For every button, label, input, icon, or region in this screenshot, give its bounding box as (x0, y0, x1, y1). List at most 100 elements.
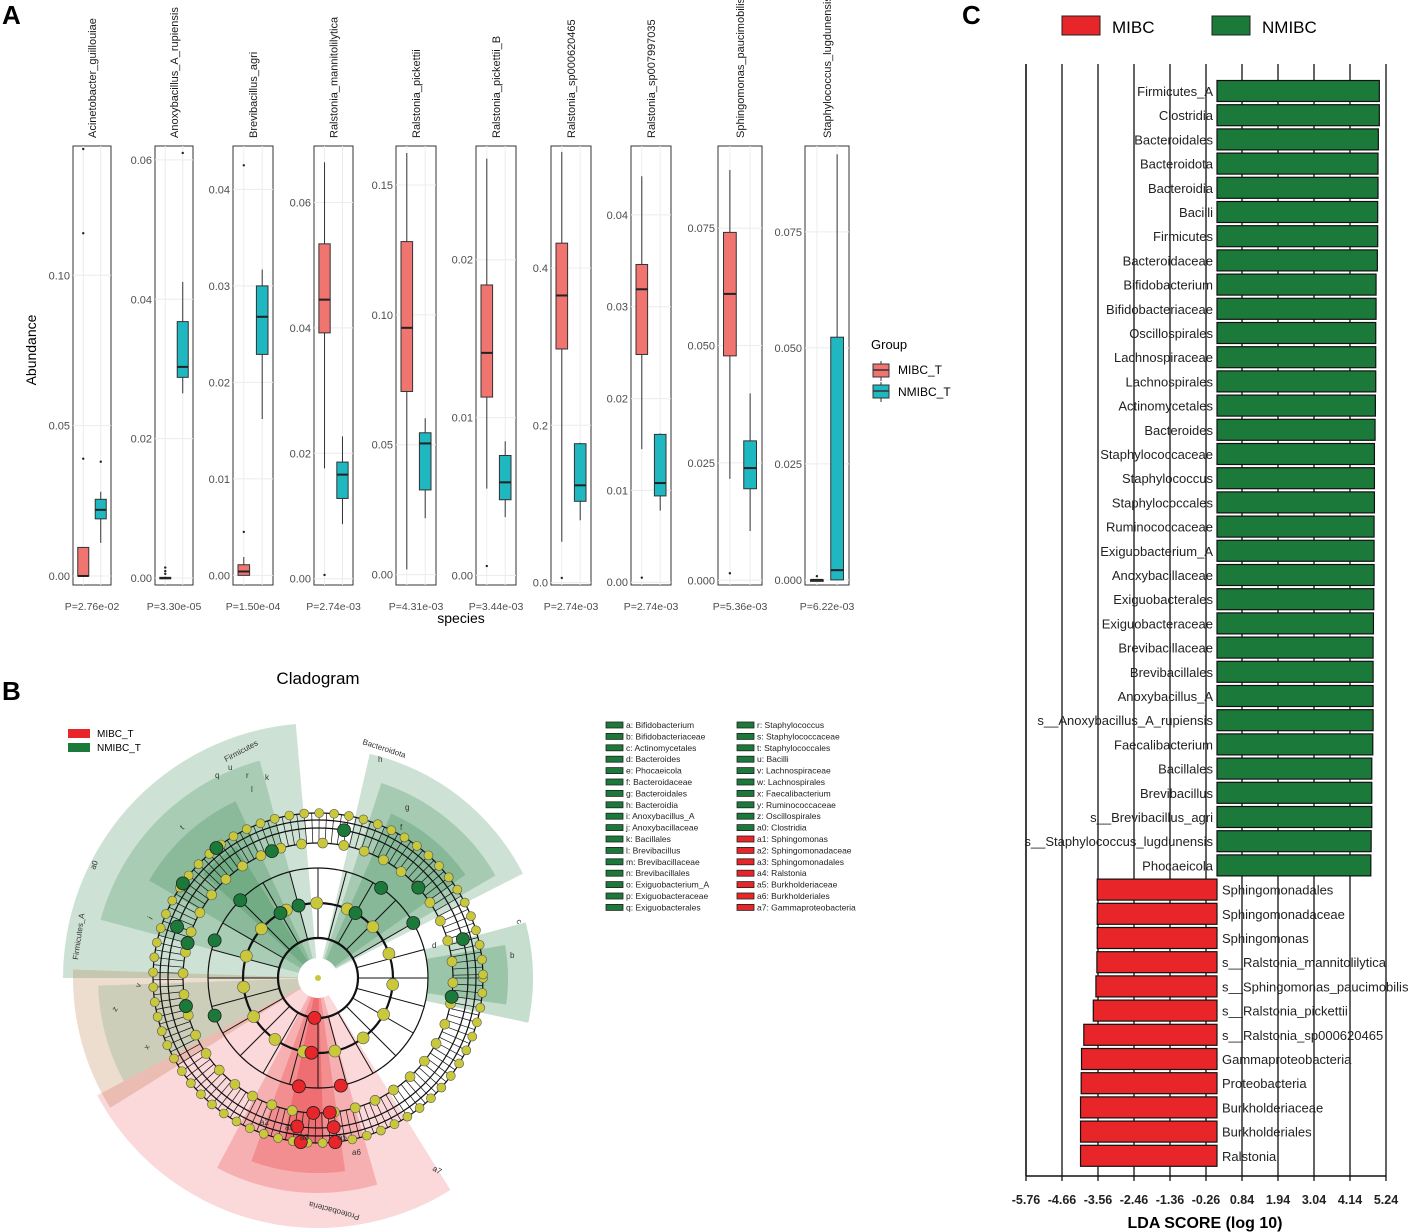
tree-spoke (164, 1026, 193, 1039)
a-legend-entry-nmibc: NMIBC_T (898, 385, 951, 399)
a-species-name: Ralstonia_sp007997035 (646, 19, 658, 138)
tree-spoke (452, 966, 483, 970)
tree-leaf-node (466, 911, 476, 921)
tree-leaf-node (149, 997, 160, 1007)
key-swatch (605, 755, 624, 763)
a-box-nmibc (573, 443, 587, 502)
tree-sig-node-green (207, 1008, 222, 1023)
key-swatch (605, 835, 624, 843)
a-ytick-label: 0.04 (607, 210, 628, 222)
tree-mid-node (296, 838, 307, 850)
key-swatch (736, 881, 755, 888)
tree-mid-node (338, 840, 350, 851)
clade-label: c (514, 918, 524, 926)
key-entry: a: Bifidobacterium (626, 720, 694, 730)
tree-spoke (203, 858, 225, 881)
tree-branch (262, 1012, 299, 1074)
a-ytick-label: 0.2 (533, 420, 548, 432)
a-outlier-mibc (485, 564, 488, 568)
tree-leaf-node (446, 1071, 456, 1081)
c-bar (1216, 854, 1372, 877)
a-ytick-label: 0.02 (607, 394, 628, 406)
panel-a-label: A (2, 0, 21, 30)
tree-inner-node (377, 1008, 390, 1021)
c-bar (1216, 273, 1377, 296)
a-pvalue: P=4.31e-03 (389, 601, 444, 613)
a-box-nmibc (255, 285, 269, 355)
c-tick-label: 0.84 (1230, 1193, 1254, 1207)
c-bar (1216, 152, 1379, 175)
tree-spoke (223, 1088, 242, 1114)
c-bar-label: Brevibacillus (1140, 786, 1213, 801)
tree-inner-node (386, 978, 400, 991)
c-bar (1216, 563, 1375, 587)
tree-leaf-node (167, 895, 178, 906)
tree-spoke (277, 1108, 286, 1139)
c-bar-label: Faecalibacterium (1114, 737, 1213, 752)
a-facet-4: 0.00 0.05 0.10 0.15 Ralstonia_pickettii P=4.3… (372, 49, 444, 613)
tree-mid-node (213, 1064, 225, 1076)
c-bar-label: Actinomycetales (1118, 399, 1213, 414)
c-tick-label: -2.46 (1120, 1193, 1149, 1207)
key-entry: g: Bacteroidales (626, 788, 687, 798)
c-bar (1216, 418, 1376, 441)
tree-spoke (289, 815, 295, 846)
tree-spoke (281, 816, 289, 847)
tree-leaf-node (162, 1040, 173, 1050)
tree-spoke (452, 974, 483, 976)
a-box-mibc (635, 263, 649, 355)
a-pvalue: P=2.76e-02 (65, 601, 120, 613)
tree-spoke (443, 915, 472, 928)
c-bar (1092, 999, 1218, 1022)
tree-inner-node (356, 1031, 370, 1045)
c-bar (1096, 926, 1218, 950)
a-facet-7: 0.00 0.01 0.02 0.03 0.04 Ralstonia_sp00799703… (607, 19, 679, 613)
tree-mid-node (194, 907, 206, 918)
c-bar (1096, 902, 1218, 925)
a-ytick-label: 0.4 (533, 263, 548, 275)
c-bar-label: Sphingomonadales (1222, 883, 1334, 898)
c-bar-label: Bacteroidia (1148, 181, 1214, 196)
key-entry: h: Bacteroidia (626, 800, 678, 810)
a-ytick-label: 0.02 (290, 448, 311, 460)
tree-spoke (153, 964, 184, 968)
tree-leaf-node (434, 861, 444, 871)
tree-mid-node (200, 1048, 212, 1059)
tree-sig-node-red (328, 1135, 343, 1149)
tree-leaf-node (284, 810, 295, 821)
a-ytick-label: 0.05 (372, 440, 393, 452)
tree-spoke (398, 845, 418, 871)
a-ytick-label: 0.00 (49, 571, 70, 583)
tree-spoke (167, 1032, 195, 1046)
key-swatch (736, 755, 755, 763)
key-swatch (605, 892, 624, 900)
tree-leaf-node (152, 1011, 163, 1022)
a-ytick-label: 0.000 (687, 575, 715, 587)
c-bar-label: Lachnospirales (1126, 374, 1214, 389)
a-species-name: Ralstonia_pickettii_B (491, 36, 503, 138)
c-bar (1079, 1144, 1218, 1167)
tree-spoke (206, 1077, 227, 1100)
tree-spoke (412, 860, 435, 883)
tree-leaf-node (157, 1026, 167, 1036)
a-outlier-mibc (728, 572, 732, 575)
tree-spoke (445, 922, 474, 934)
a-ytick-label: 0.050 (774, 343, 802, 355)
tree-leaf-node (329, 808, 339, 819)
c-legend-swatch-mibc (1061, 15, 1101, 36)
tree-mid-node (446, 956, 458, 967)
tree-sig-node-red (326, 1120, 341, 1135)
c-bar-label: Clostridia (1159, 108, 1214, 123)
tree-leaf-node (414, 1103, 425, 1113)
key-entry: f: Bacteroidaceae (626, 777, 692, 787)
key-entry: w: Lachnospirales (756, 777, 825, 787)
c-legend-swatch-nmibc (1211, 15, 1251, 36)
a-outlier-mibc (164, 572, 167, 576)
c-bar (1216, 104, 1380, 127)
tree-leaf-node (149, 952, 160, 963)
c-bar (1216, 370, 1377, 393)
clade-label: a0 (88, 859, 100, 871)
a-ytick-label: 0.00 (290, 574, 311, 586)
key-swatch (605, 881, 624, 888)
